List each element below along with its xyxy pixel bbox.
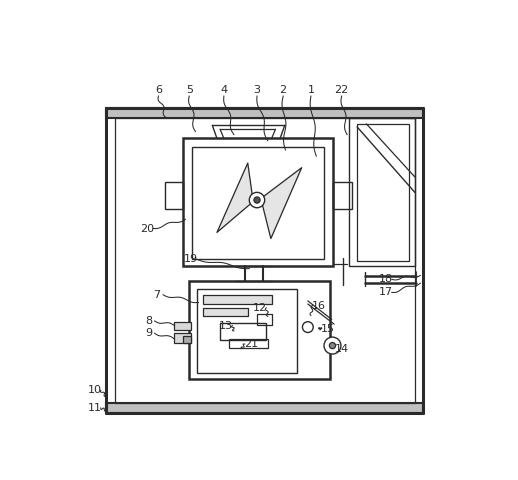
Text: 10: 10	[88, 385, 102, 395]
Bar	[183, 336, 191, 343]
Bar	[189, 281, 330, 380]
Text: 19: 19	[184, 254, 198, 264]
Circle shape	[324, 337, 341, 354]
Text: 1: 1	[307, 85, 314, 95]
Text: 21: 21	[244, 339, 258, 349]
Text: 4: 4	[220, 85, 227, 95]
Bar	[192, 147, 324, 259]
Text: 16: 16	[312, 300, 326, 311]
Text: 18: 18	[379, 275, 393, 284]
Text: 3: 3	[253, 85, 261, 95]
Text: 7: 7	[153, 290, 161, 300]
Text: 13: 13	[219, 321, 233, 331]
Text: 20: 20	[140, 224, 154, 234]
Bar	[174, 323, 191, 330]
Bar	[203, 295, 272, 304]
Text: 17: 17	[379, 288, 393, 298]
Bar	[106, 403, 423, 413]
Text: 5: 5	[186, 85, 193, 95]
Bar	[183, 138, 333, 265]
Text: 15: 15	[321, 324, 335, 334]
Circle shape	[303, 322, 313, 333]
Text: 12: 12	[253, 303, 267, 313]
Text: 6: 6	[155, 85, 162, 95]
Text: 14: 14	[335, 344, 349, 354]
Polygon shape	[217, 163, 253, 232]
Bar	[197, 288, 297, 373]
Bar	[106, 108, 423, 118]
Bar	[257, 314, 272, 325]
Text: 9: 9	[145, 328, 152, 338]
Circle shape	[249, 192, 265, 208]
Bar	[350, 118, 415, 265]
Bar	[229, 339, 268, 348]
Circle shape	[254, 197, 260, 203]
Bar	[220, 323, 266, 340]
Text: 2: 2	[280, 85, 287, 95]
Bar	[165, 182, 183, 208]
Bar	[174, 333, 191, 343]
Text: 11: 11	[88, 403, 102, 413]
Text: 8: 8	[145, 316, 152, 326]
Polygon shape	[261, 168, 301, 239]
Bar	[357, 124, 409, 261]
Bar	[203, 308, 248, 315]
Circle shape	[329, 343, 336, 348]
Text: 22: 22	[335, 85, 349, 95]
Bar	[333, 182, 352, 208]
